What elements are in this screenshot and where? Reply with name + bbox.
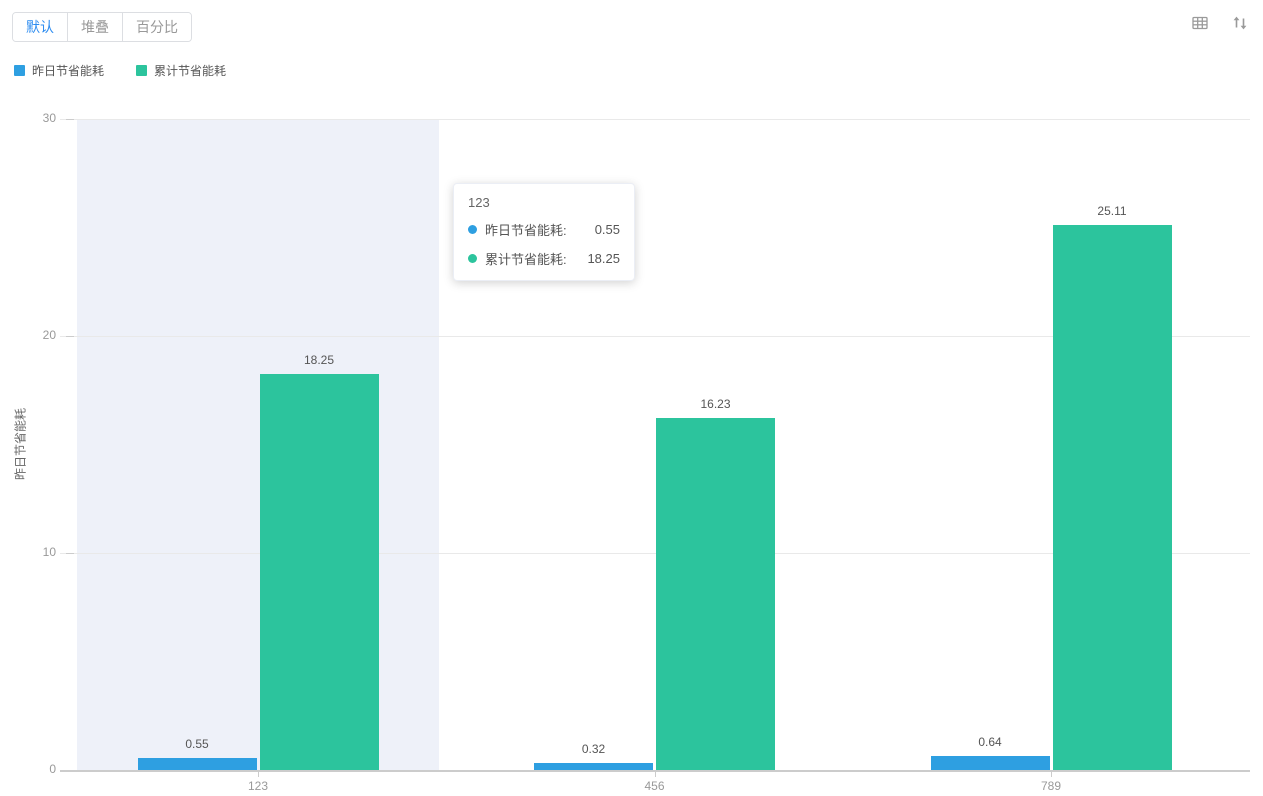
x-axis-tick: [1051, 772, 1052, 777]
swap-vertical-icon[interactable]: [1231, 14, 1249, 32]
tooltip-row: 昨日节省能耗: 0.55: [468, 220, 620, 239]
y-axis-title: 昨日节省能耗: [13, 407, 28, 481]
x-axis-category-label: 123: [247, 779, 269, 793]
y-axis-tick: [66, 336, 74, 337]
legend-swatch-icon: [14, 65, 25, 76]
toolbar: 默认 堆叠 百分比: [0, 0, 1263, 56]
tab-默认[interactable]: 默认: [13, 13, 67, 41]
tooltip: 123 昨日节省能耗: 0.55 累计节省能耗: 18.25: [453, 183, 635, 281]
legend: 昨日节省能耗 累计节省能耗: [14, 62, 226, 79]
x-axis-line: [60, 770, 1250, 772]
bar-昨日节省能耗-789[interactable]: [930, 756, 1050, 770]
tooltip-series-value: 18.25: [587, 251, 620, 266]
tooltip-row: 累计节省能耗: 18.25: [468, 249, 620, 268]
tooltip-series-label: 累计节省能耗:: [485, 252, 567, 267]
tab-百分比[interactable]: 百分比: [122, 13, 191, 41]
legend-item[interactable]: 昨日节省能耗: [14, 62, 104, 79]
gridline: [60, 553, 1250, 554]
legend-label: 累计节省能耗: [154, 64, 227, 78]
legend-item[interactable]: 累计节省能耗: [136, 62, 226, 79]
toolbar-icons: [1191, 14, 1249, 32]
tooltip-title: 123: [468, 195, 490, 210]
x-axis-tick: [654, 772, 656, 777]
table-icon[interactable]: [1191, 14, 1209, 32]
series-dot-icon: [468, 225, 477, 234]
x-axis-category-label: 789: [1040, 779, 1062, 793]
series-dot-icon: [468, 254, 477, 263]
bar-昨日节省能耗-456[interactable]: [534, 763, 653, 770]
bar-累计节省能耗-789[interactable]: [1052, 225, 1172, 770]
y-axis-tick: [66, 553, 74, 554]
bar-昨日节省能耗-123[interactable]: [137, 758, 257, 770]
y-axis-tick-label: 20: [42, 328, 56, 342]
bar-value-label: 0.55: [185, 737, 209, 751]
gridline: [60, 336, 1250, 337]
hover-highlight-band: [77, 120, 439, 770]
tab-堆叠[interactable]: 堆叠: [67, 13, 122, 41]
bar-value-label: 0.32: [581, 742, 606, 756]
bar-value-label: 0.64: [978, 735, 1002, 749]
tooltip-series-value: 0.55: [594, 222, 620, 237]
bar-value-label: 25.11: [1097, 204, 1127, 218]
tooltip-series-label: 昨日节省能耗:: [485, 223, 567, 238]
x-axis-category-label: 456: [644, 779, 665, 793]
bar-value-label: 16.23: [700, 397, 731, 411]
bar-value-label: 18.25: [303, 353, 335, 367]
legend-label: 昨日节省能耗: [32, 64, 105, 78]
bar-累计节省能耗-123[interactable]: [259, 374, 379, 770]
y-axis-tick: [66, 119, 74, 120]
legend-swatch-icon: [136, 65, 148, 76]
bar-累计节省能耗-456[interactable]: [656, 418, 775, 770]
y-axis-tick-label: 10: [42, 545, 56, 559]
gridline: [60, 119, 1250, 120]
y-axis-tick-label: 0: [49, 762, 56, 776]
chart-mode-switcher: 默认 堆叠 百分比: [12, 12, 192, 42]
y-axis-tick-label: 30: [42, 111, 56, 125]
x-axis-tick: [258, 772, 259, 777]
y-axis-tick: [66, 770, 74, 771]
